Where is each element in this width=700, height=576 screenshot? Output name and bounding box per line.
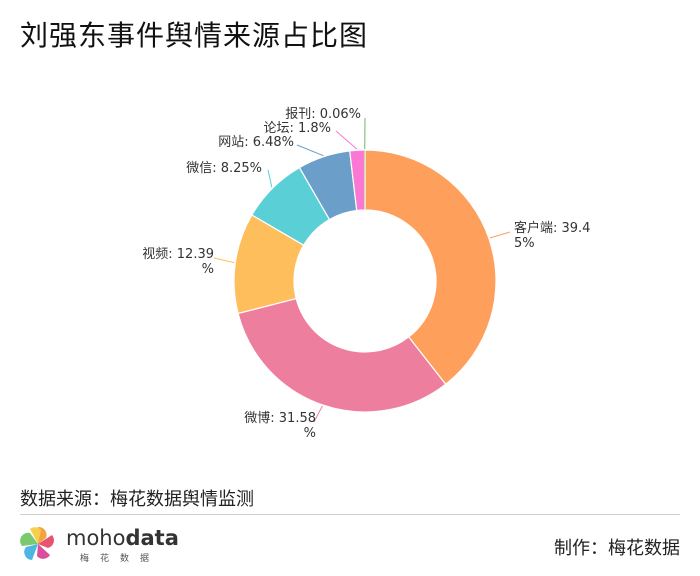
brand-subtitle: 梅花数据 <box>80 554 161 564</box>
data-label-微博: 微博: 31.58% <box>244 411 316 441</box>
mohodata-logo-icon <box>20 526 54 560</box>
chart-title: 刘强东事件舆情来源占比图 <box>20 19 369 52</box>
leader-line-微博 <box>313 405 323 423</box>
data-source-note: 数据来源：梅花数据舆情监测 <box>20 489 254 510</box>
data-label-论坛: 论坛: 1.8% <box>263 121 331 136</box>
data-label-视频: 视频: 12.39% <box>142 247 214 277</box>
slice-论坛[interactable] <box>349 149 366 212</box>
data-label-客户端: 客户端: 39.4 5% <box>514 220 590 251</box>
slice-客户端[interactable] <box>364 149 497 386</box>
donut-chart: 客户端: 39.4 5% 微博: 31.58 % 视频: 12.39 % 微信: 8.25%… <box>142 107 590 441</box>
maker-credit: 制作：梅花数据 <box>554 538 680 559</box>
leader-line-微信 <box>267 169 273 188</box>
data-label-微信: 微信: 8.25% <box>186 161 262 176</box>
leader-line-网站 <box>296 144 324 157</box>
data-label-报刊: 报刊: 0.06% <box>285 107 361 122</box>
leader-line-论坛 <box>335 130 358 150</box>
data-label-网站: 网站: 6.48% <box>218 135 294 150</box>
slice-微博[interactable] <box>237 297 447 413</box>
leader-line-视频 <box>213 257 235 264</box>
brand-name: mohodata <box>66 526 179 550</box>
footer-divider <box>20 514 680 515</box>
leader-line-客户端 <box>489 231 511 239</box>
